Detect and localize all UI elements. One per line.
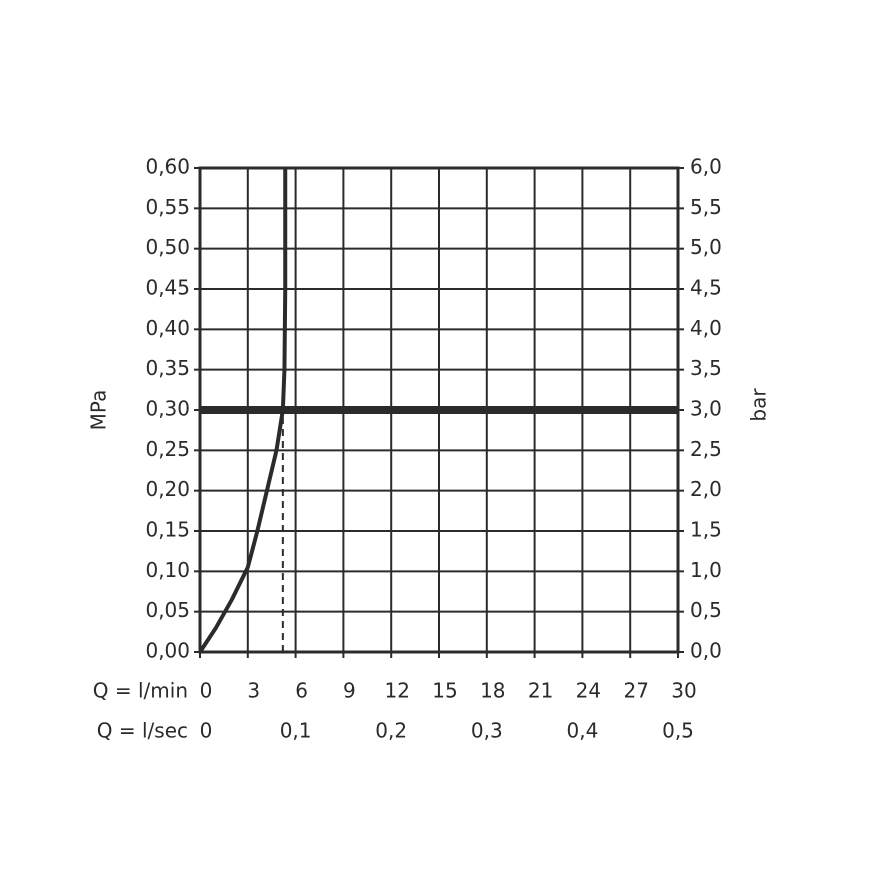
- y2-axis-label: bar: [747, 388, 771, 422]
- y2-tick-label: 5,0: [690, 235, 722, 259]
- y2-tick-label: 6,0: [690, 155, 722, 179]
- y2-tick-label: 1,0: [690, 558, 722, 582]
- y-tick-label: 0,10: [145, 558, 190, 582]
- x-tick-label: 24: [576, 679, 601, 703]
- y-tick-label: 0,55: [145, 195, 190, 219]
- x-tick-label: 9: [343, 679, 356, 703]
- x2-tick-label: 0,4: [566, 719, 598, 743]
- x2-tick-label: 0,3: [471, 719, 503, 743]
- x-tick-label: 15: [432, 679, 457, 703]
- y2-tick-label: 1,5: [690, 518, 722, 542]
- y2-tick-label: 3,0: [690, 397, 722, 421]
- y-tick-label: 0,45: [145, 276, 190, 300]
- x-axis-label: Q = l/min: [93, 679, 188, 703]
- y-tick-label: 0,15: [145, 518, 190, 542]
- y2-tick-label: 2,0: [690, 477, 722, 501]
- y2-tick-label: 0,5: [690, 598, 722, 622]
- x-tick-label: 18: [480, 679, 505, 703]
- y-tick-label: 0,20: [145, 477, 190, 501]
- x2-tick-label: 0,5: [662, 719, 694, 743]
- y-tick-label: 0,40: [145, 316, 190, 340]
- x2-axis-label: Q = l/sec: [97, 719, 188, 743]
- x-tick-label: 12: [384, 679, 409, 703]
- x-tick-label: 21: [528, 679, 553, 703]
- flow-curve: [198, 168, 288, 654]
- y-tick-label: 0,30: [145, 397, 190, 421]
- y2-tick-label: 4,5: [690, 276, 722, 300]
- x2-tick-label: 0: [200, 719, 213, 743]
- x-tick-label: 0: [200, 679, 213, 703]
- x-tick-label: 30: [671, 679, 696, 703]
- x2-tick-label: 0,2: [375, 719, 407, 743]
- y2-tick-label: 4,0: [690, 316, 722, 340]
- x2-tick-label: 0,1: [280, 719, 312, 743]
- y-tick-label: 0,25: [145, 437, 190, 461]
- y2-tick-label: 2,5: [690, 437, 722, 461]
- y2-tick-label: 5,5: [690, 195, 722, 219]
- y2-tick-label: 3,5: [690, 356, 722, 380]
- y-tick-label: 0,60: [145, 155, 190, 179]
- y-tick-label: 0,05: [145, 598, 190, 622]
- y-tick-label: 0,50: [145, 235, 190, 259]
- y2-tick-label: 0,0: [690, 639, 722, 663]
- x-tick-label: 6: [295, 679, 308, 703]
- x-tick-label: 3: [247, 679, 260, 703]
- y-axis-label: MPa: [87, 390, 111, 431]
- y-tick-label: 0,35: [145, 356, 190, 380]
- y-tick-label: 0,00: [145, 639, 190, 663]
- x-tick-label: 27: [623, 679, 648, 703]
